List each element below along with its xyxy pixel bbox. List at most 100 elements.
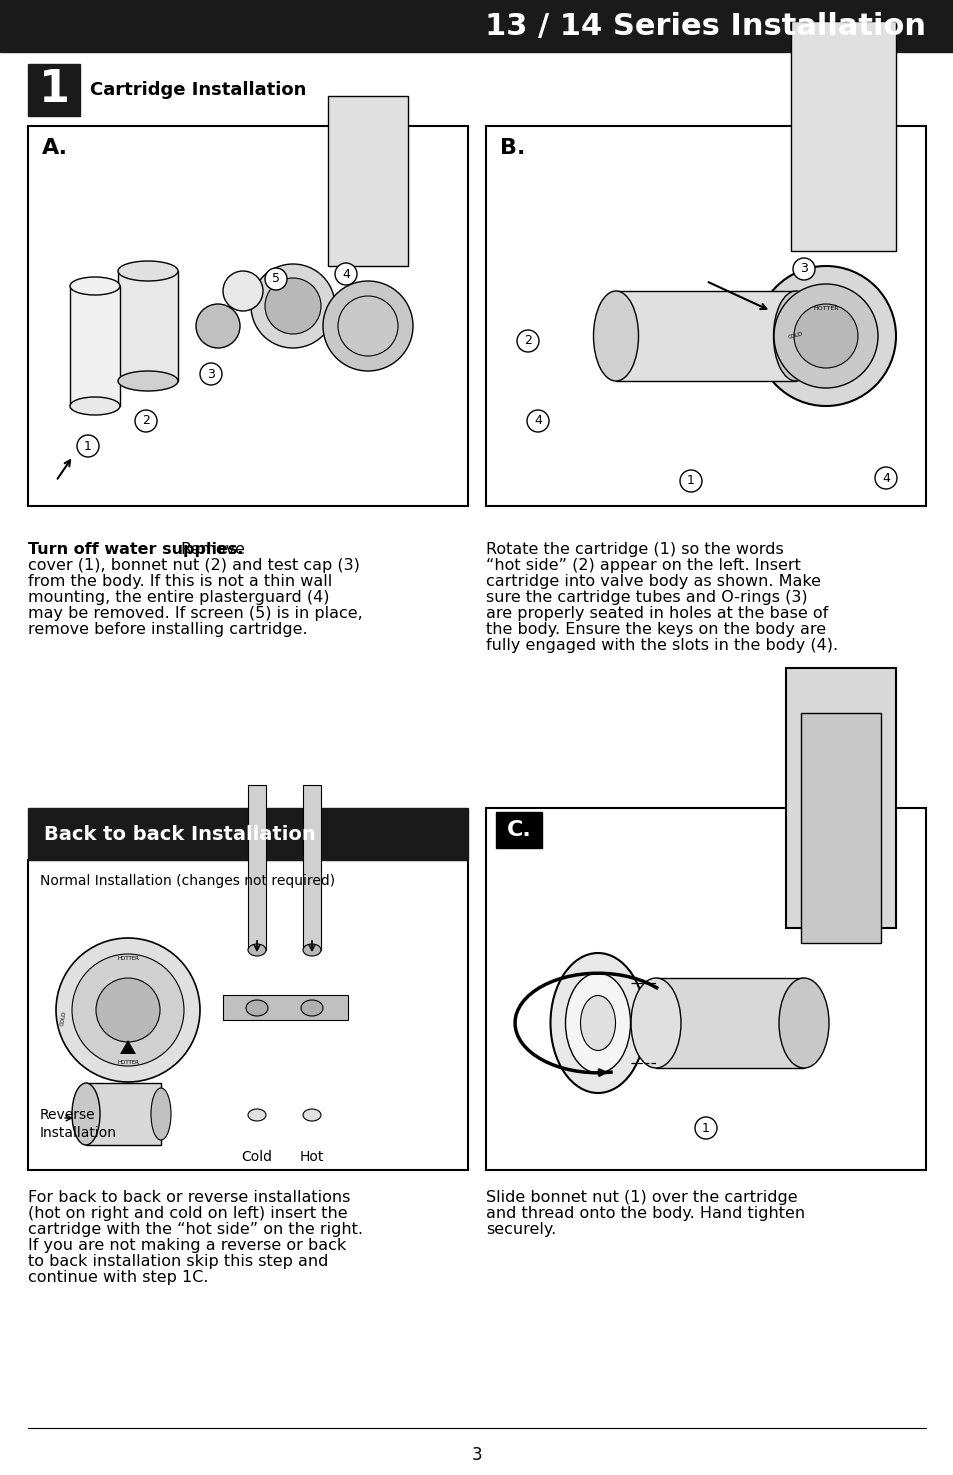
Text: Cold: Cold: [241, 1150, 273, 1164]
Text: may be removed. If screen (5) is in place,: may be removed. If screen (5) is in plac…: [28, 606, 362, 621]
Text: For back to back or reverse installations: For back to back or reverse installation…: [28, 1190, 350, 1205]
Circle shape: [874, 468, 896, 490]
Text: 1: 1: [701, 1121, 709, 1134]
Ellipse shape: [246, 1000, 268, 1016]
Bar: [28, 125, 468, 506]
Ellipse shape: [773, 291, 818, 381]
Circle shape: [77, 435, 99, 457]
Bar: [303, 785, 320, 950]
Text: to back installation skip this step and: to back installation skip this step and: [28, 1254, 328, 1268]
Text: 1: 1: [84, 440, 91, 453]
Text: Reverse
Installation: Reverse Installation: [40, 1108, 117, 1140]
Ellipse shape: [71, 1083, 100, 1145]
Circle shape: [251, 264, 335, 348]
Circle shape: [135, 410, 157, 432]
Text: (hot on right and cold on left) insert the: (hot on right and cold on left) insert t…: [28, 1207, 347, 1221]
Circle shape: [265, 277, 320, 333]
Ellipse shape: [151, 1089, 171, 1140]
Bar: [496, 813, 541, 848]
Text: COLD: COLD: [60, 1010, 68, 1027]
Circle shape: [223, 271, 263, 311]
Text: and thread onto the body. Hand tighten: and thread onto the body. Hand tighten: [485, 1207, 804, 1221]
Text: HOTTER: HOTTER: [812, 307, 838, 311]
Circle shape: [200, 363, 222, 385]
Bar: [223, 996, 348, 1021]
Ellipse shape: [301, 1000, 323, 1016]
Ellipse shape: [779, 978, 828, 1068]
Text: 3: 3: [207, 367, 214, 381]
Ellipse shape: [118, 261, 178, 282]
Circle shape: [265, 268, 287, 291]
Bar: [248, 785, 266, 950]
Text: COLD: COLD: [787, 332, 803, 341]
Ellipse shape: [248, 944, 266, 956]
Text: “hot side” (2) appear on the left. Insert: “hot side” (2) appear on the left. Inser…: [485, 558, 800, 572]
Text: B.: B.: [499, 139, 525, 158]
Bar: [485, 125, 925, 506]
Text: 4: 4: [882, 472, 889, 484]
Ellipse shape: [70, 277, 120, 295]
Circle shape: [335, 263, 356, 285]
Circle shape: [792, 258, 814, 280]
Bar: [28, 808, 468, 860]
Ellipse shape: [303, 944, 320, 956]
Circle shape: [695, 1117, 717, 1139]
Bar: [70, 286, 120, 406]
Bar: [801, 712, 880, 943]
Ellipse shape: [630, 978, 680, 1068]
Text: Back to back Installation: Back to back Installation: [44, 825, 315, 844]
Polygon shape: [120, 1040, 136, 1055]
Circle shape: [793, 304, 857, 367]
Circle shape: [755, 266, 895, 406]
Text: 3: 3: [800, 263, 807, 276]
Bar: [785, 668, 895, 928]
Bar: [86, 1083, 161, 1145]
Circle shape: [195, 304, 240, 348]
Ellipse shape: [248, 1109, 266, 1121]
Text: sure the cartridge tubes and O-rings (3): sure the cartridge tubes and O-rings (3): [485, 590, 807, 605]
Ellipse shape: [70, 397, 120, 414]
Bar: [790, 21, 895, 251]
Bar: [656, 978, 803, 1068]
Text: mounting, the entire plasterguard (4): mounting, the entire plasterguard (4): [28, 590, 329, 605]
Text: Remove: Remove: [180, 541, 245, 558]
Text: Cartridge Installation: Cartridge Installation: [90, 81, 306, 99]
Text: 1: 1: [38, 68, 70, 112]
Text: If you are not making a reverse or back: If you are not making a reverse or back: [28, 1238, 346, 1252]
Text: 1: 1: [686, 475, 694, 488]
Text: HOTTER: HOTTER: [117, 956, 139, 960]
Text: cover (1), bonnet nut (2) and test cap (3): cover (1), bonnet nut (2) and test cap (…: [28, 558, 359, 572]
Circle shape: [323, 282, 413, 372]
Text: Rotate the cartridge (1) so the words: Rotate the cartridge (1) so the words: [485, 541, 783, 558]
Text: HOTTER: HOTTER: [117, 1059, 139, 1065]
Text: from the body. If this is not a thin wall: from the body. If this is not a thin wal…: [28, 574, 332, 589]
Text: are properly seated in holes at the base of: are properly seated in holes at the base…: [485, 606, 827, 621]
Circle shape: [517, 330, 538, 353]
Text: 2: 2: [142, 414, 150, 428]
Bar: [0, 0, 953, 52]
Text: cartridge with the “hot side” on the right.: cartridge with the “hot side” on the rig…: [28, 1221, 363, 1238]
Text: cartridge into valve body as shown. Make: cartridge into valve body as shown. Make: [485, 574, 821, 589]
Text: remove before installing cartridge.: remove before installing cartridge.: [28, 622, 307, 637]
Bar: [118, 271, 178, 381]
Ellipse shape: [579, 996, 615, 1050]
Text: A.: A.: [42, 139, 68, 158]
Text: 4: 4: [534, 414, 541, 428]
Text: 13 / 14 Series Installation: 13 / 14 Series Installation: [484, 12, 925, 40]
Bar: [28, 860, 468, 1170]
Text: fully engaged with the slots in the body (4).: fully engaged with the slots in the body…: [485, 639, 838, 653]
Circle shape: [71, 954, 184, 1066]
Ellipse shape: [118, 372, 178, 391]
Text: C.: C.: [506, 820, 531, 839]
Text: 2: 2: [523, 335, 532, 348]
Bar: [28, 63, 80, 117]
Circle shape: [526, 410, 548, 432]
Text: 3: 3: [471, 1446, 482, 1465]
Text: Slide bonnet nut (1) over the cartridge: Slide bonnet nut (1) over the cartridge: [485, 1190, 797, 1205]
Text: the body. Ensure the keys on the body are: the body. Ensure the keys on the body ar…: [485, 622, 825, 637]
Bar: [328, 96, 408, 266]
Text: continue with step 1C.: continue with step 1C.: [28, 1270, 209, 1285]
Ellipse shape: [565, 974, 630, 1072]
Text: 5: 5: [272, 273, 280, 286]
Text: 4: 4: [342, 267, 350, 280]
